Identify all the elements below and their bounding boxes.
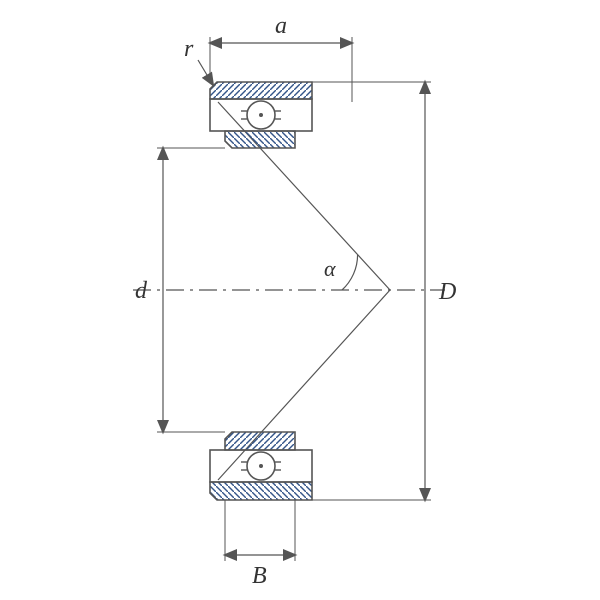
label-a: a xyxy=(275,13,287,39)
label-alpha: α xyxy=(324,256,336,281)
label-D: D xyxy=(438,279,456,305)
angle-arc xyxy=(342,255,358,290)
contact-line-bottom xyxy=(218,290,390,480)
label-d: d xyxy=(135,278,148,304)
label-B: B xyxy=(252,563,267,589)
leader-r xyxy=(198,60,213,85)
label-r: r xyxy=(184,36,194,62)
bearing-top xyxy=(210,82,312,148)
bearing-bottom xyxy=(210,432,312,500)
